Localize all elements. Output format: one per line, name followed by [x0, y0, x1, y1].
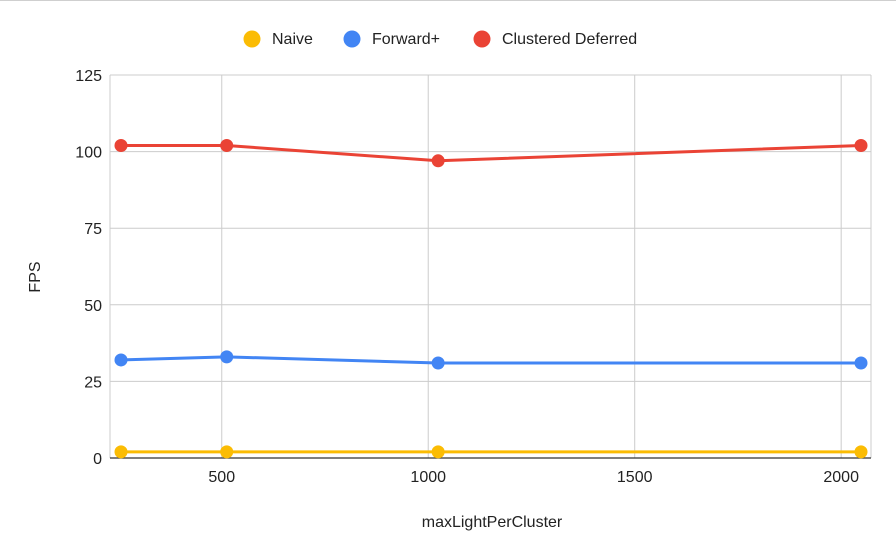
legend-marker: [343, 30, 361, 48]
y-tick-label: 75: [84, 221, 102, 238]
series-forward-: [114, 350, 868, 370]
data-point: [220, 350, 234, 364]
legend-item: Clustered Deferred: [473, 30, 637, 48]
axes: 0 25 50 75 100 125 500 1000 1500 2000: [75, 68, 871, 486]
y-tick-label: 0: [93, 451, 102, 468]
legend-item: Naive: [243, 30, 313, 48]
x-tick-label: 2000: [823, 469, 859, 486]
data-point: [220, 138, 234, 152]
y-tick-label: 125: [75, 68, 102, 85]
series-lines: [114, 138, 868, 459]
x-tick-label: 1000: [410, 469, 446, 486]
data-point: [114, 353, 128, 367]
y-tick-label: 50: [84, 298, 102, 315]
x-tick-label: 500: [208, 469, 235, 486]
data-point: [431, 445, 445, 459]
x-axis-title: maxLightPerCluster: [422, 514, 563, 531]
legend-label: Naive: [272, 31, 313, 48]
x-tick-label: 1500: [617, 469, 653, 486]
data-point: [431, 356, 445, 370]
data-point: [220, 445, 234, 459]
data-point: [431, 154, 445, 168]
data-point: [854, 138, 868, 152]
data-point: [854, 445, 868, 459]
series-line: [120, 355, 861, 365]
series-clustered-deferred: [114, 138, 868, 168]
y-tick-label: 100: [75, 145, 102, 162]
data-point: [114, 445, 128, 459]
legend-label: Clustered Deferred: [502, 31, 637, 48]
y-tick-label: 25: [84, 374, 102, 391]
gridlines: [109, 74, 872, 458]
legend-marker: [473, 30, 491, 48]
legend-label: Forward+: [372, 31, 440, 48]
series-naive: [114, 445, 868, 459]
legend-item: Forward+: [343, 30, 440, 48]
series-line: [121, 143, 862, 163]
data-point: [114, 138, 128, 152]
legend-marker: [243, 30, 261, 48]
y-axis-title: FPS: [27, 261, 44, 292]
legend: Naive Forward+ Clustered Deferred: [243, 30, 637, 48]
data-point: [854, 356, 868, 370]
